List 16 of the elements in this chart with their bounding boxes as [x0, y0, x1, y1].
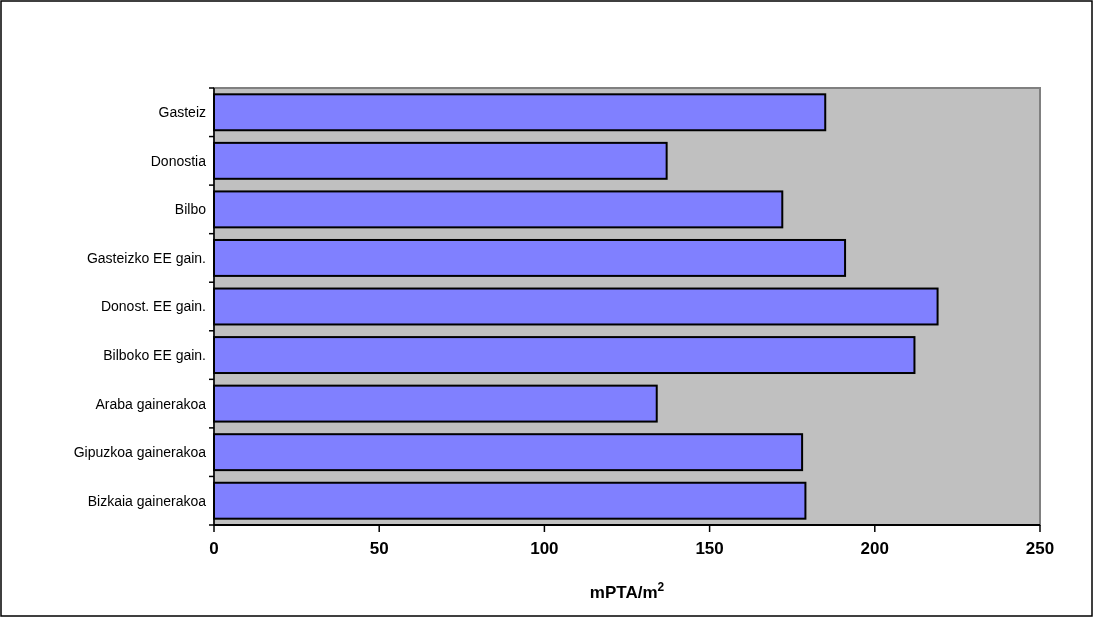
y-tick-label: Bizkaia gainerakoa — [87, 492, 207, 509]
y-tick-label: Gasteiz — [158, 104, 206, 121]
y-tick-label: Gipuzkoa gainerakoa — [73, 444, 207, 461]
y-tick-label: Araba gainerakoa — [95, 395, 207, 412]
x-axis-title: mPTA/m$^{2}$ — [589, 580, 665, 602]
y-tick-label: Bilboko EE gain. — [103, 346, 206, 363]
x-tick-label: 100 — [530, 539, 559, 558]
y-tick-label: Donost. EE gain. — [100, 298, 206, 315]
x-tick-label: 0 — [209, 539, 219, 558]
x-tick-label: 50 — [369, 539, 389, 558]
x-tick-label: 150 — [695, 539, 724, 558]
x-tick-label: 200 — [860, 539, 889, 558]
y-tick-label: Donostia — [150, 152, 207, 169]
y-tick-label: Gasteizko EE gain. — [86, 249, 206, 266]
y-tick-label: Bilbo — [174, 201, 207, 218]
x-tick-label: 250 — [1025, 539, 1055, 558]
